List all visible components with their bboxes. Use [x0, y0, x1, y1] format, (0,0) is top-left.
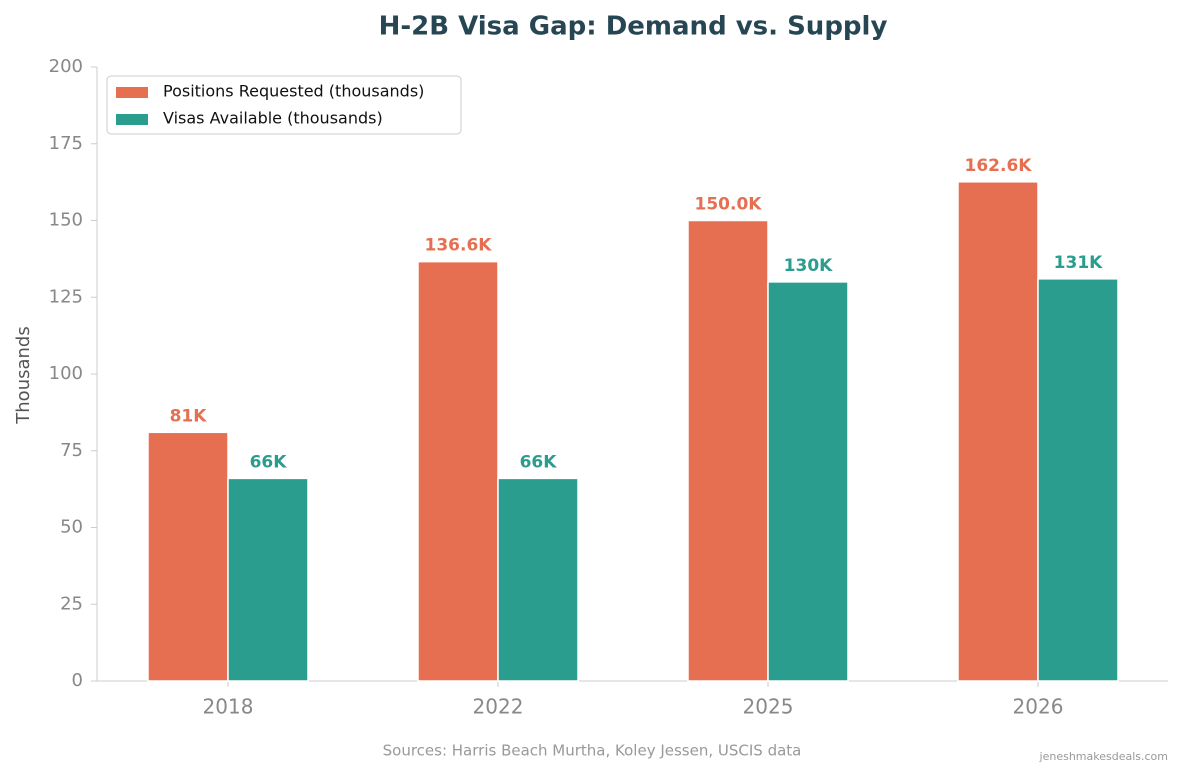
y-tick-label: 100: [49, 363, 83, 384]
y-tick-label: 50: [60, 517, 83, 538]
y-tick-label: 0: [72, 670, 83, 691]
bar: [227, 477, 309, 682]
value-label: 81K: [170, 406, 208, 426]
legend-label: Visas Available (thousands): [163, 109, 383, 128]
value-label: 131K: [1054, 253, 1103, 273]
bar: [417, 260, 499, 682]
y-axis-label: Thousands: [13, 326, 34, 424]
y-tick-label: 125: [49, 286, 83, 307]
value-label: 66K: [250, 452, 288, 472]
legend-box: [106, 75, 462, 135]
value-label: 66K: [520, 452, 558, 472]
bar: [767, 281, 849, 682]
bar: [957, 181, 1039, 682]
y-tick-label: 150: [49, 210, 83, 231]
value-label: 150.0K: [695, 195, 763, 215]
bar: [687, 219, 769, 682]
y-tick-label: 75: [60, 440, 83, 461]
value-label: 136.6K: [425, 236, 493, 256]
watermark: jeneshmakesdeals.com: [1039, 750, 1168, 763]
bar: [147, 431, 229, 682]
x-tick-label: 2025: [743, 695, 794, 719]
y-tick-label: 25: [60, 593, 83, 614]
legend-swatch: [116, 114, 148, 125]
bar: [1037, 278, 1119, 682]
source-note: Sources: Harris Beach Murtha, Koley Jess…: [383, 742, 802, 760]
value-label: 130K: [784, 256, 833, 276]
x-tick-label: 2022: [473, 695, 524, 719]
legend-label: Positions Requested (thousands): [163, 82, 424, 101]
value-label: 162.6K: [965, 156, 1033, 176]
bar: [497, 477, 579, 682]
x-tick-label: 2018: [203, 695, 254, 719]
y-tick-label: 175: [49, 133, 83, 154]
x-tick-label: 2026: [1013, 695, 1064, 719]
legend-swatch: [116, 87, 148, 98]
chart-title: H-2B Visa Gap: Demand vs. Supply: [379, 12, 888, 42]
y-tick-label: 200: [49, 56, 83, 77]
